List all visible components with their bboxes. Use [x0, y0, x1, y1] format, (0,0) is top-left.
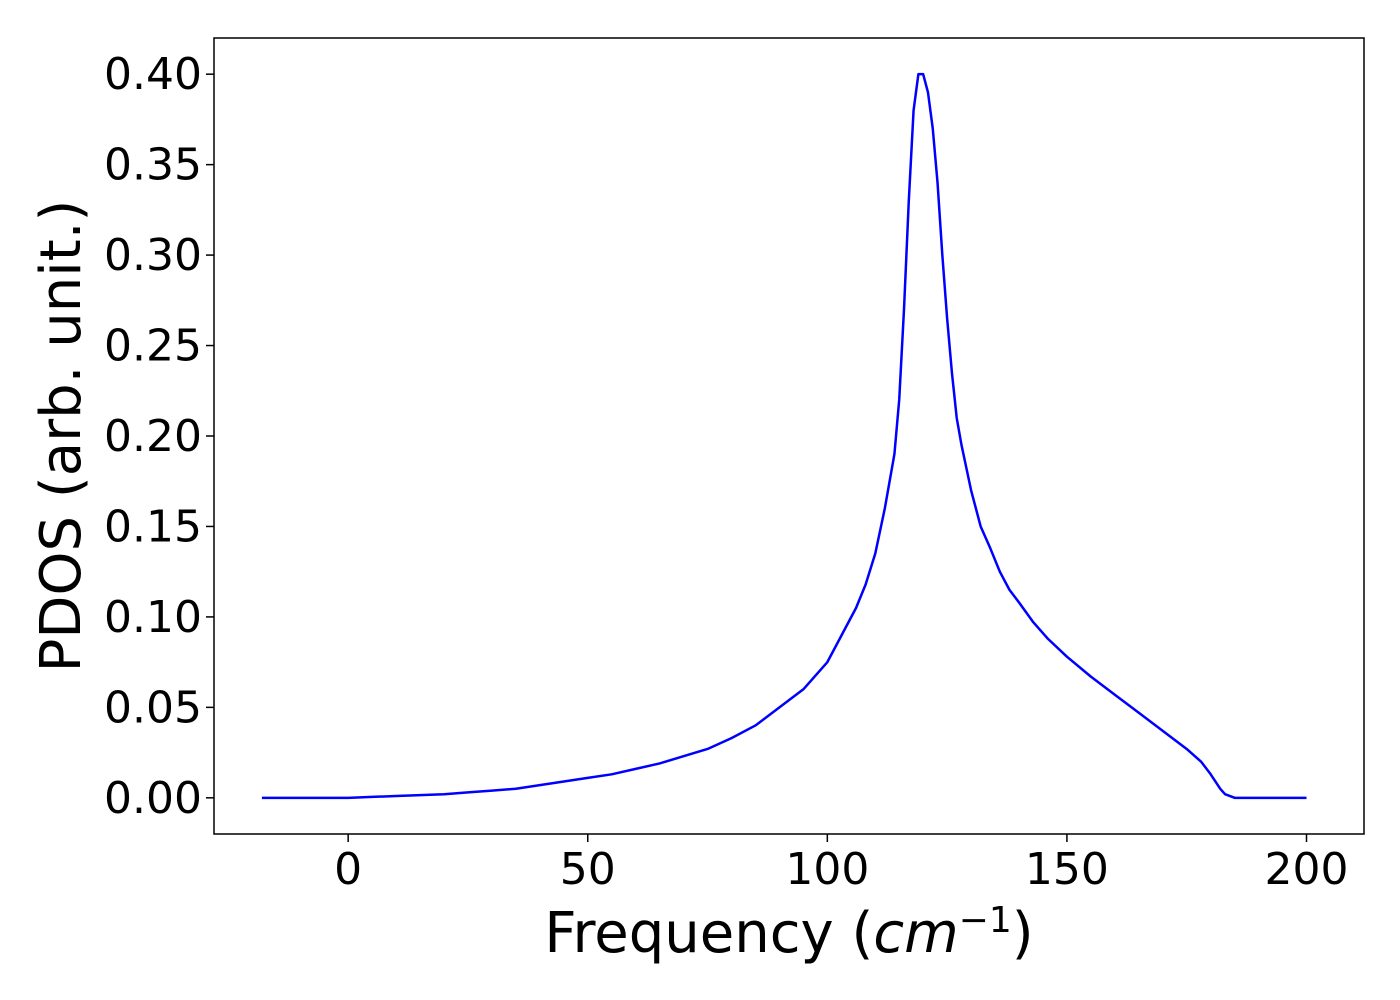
- y-tick-label: 0.35: [104, 140, 202, 191]
- series-line: [261, 72, 1307, 800]
- x-tick-label: 50: [560, 844, 616, 895]
- x-tick-label: 150: [1025, 844, 1109, 895]
- x-tick-label: 200: [1265, 844, 1349, 895]
- y-tick-label: 0.30: [104, 230, 202, 281]
- x-axis-label-text: Frequency: [544, 901, 833, 966]
- y-tick-label: 0.25: [104, 321, 202, 372]
- x-tick-label: 100: [785, 844, 869, 895]
- y-axis-label: PDOS (arb. unit.): [29, 200, 94, 673]
- y-tick-label: 0.40: [104, 49, 202, 100]
- y-tick-label: 0.15: [104, 501, 202, 552]
- plot-marks: [261, 72, 1307, 800]
- y-ticks: 0.00 0.05 0.10 0.15 0.20 0.25 0.30 0.35 0.40: [104, 49, 214, 824]
- x-ticks: 0 50 100 150 200: [334, 834, 1348, 895]
- x-axis-unit-exponent: −1: [959, 900, 1012, 941]
- y-tick-label: 0.00: [104, 773, 202, 824]
- y-tick-label: 0.20: [104, 411, 202, 462]
- y-tick-label: 0.05: [104, 682, 202, 733]
- x-axis-label: Frequency (cm−1): [544, 900, 1033, 967]
- x-axis-unit-base: cm: [873, 901, 958, 966]
- plot-frame: [213, 37, 1365, 835]
- x-tick-label: 0: [334, 844, 362, 895]
- y-tick-label: 0.10: [104, 592, 202, 643]
